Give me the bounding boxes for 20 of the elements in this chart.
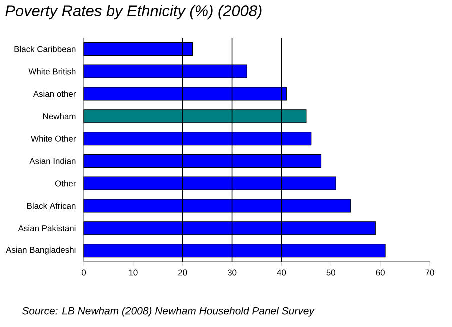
x-tick-label: 70 bbox=[426, 270, 434, 276]
x-tick-label: 50 bbox=[326, 270, 336, 276]
y-tick-label: Newham bbox=[44, 113, 76, 120]
y-tick-label: Other bbox=[55, 180, 76, 187]
source-note: Source: LB Newham (2008) Newham Household Panel Survey bbox=[22, 307, 315, 317]
x-tick-label: 10 bbox=[129, 270, 138, 276]
x-tick-label: 0 bbox=[82, 270, 86, 276]
y-tick-label: White British bbox=[28, 68, 76, 75]
y-tick-label: Asian Indian bbox=[30, 158, 76, 164]
chart-title: Poverty Rates by Ethnicity (%) (2008) bbox=[6, 5, 262, 20]
y-tick-label: Black Caribbean bbox=[14, 46, 76, 52]
x-tick-label: 40 bbox=[277, 270, 286, 276]
x-tick-label: 20 bbox=[178, 270, 188, 276]
y-tick-label: Asian Pakistani bbox=[18, 225, 76, 232]
y-tick-label: White Other bbox=[31, 136, 76, 142]
y-tick-label: Asian other bbox=[33, 90, 76, 98]
y-tick-label: Black African bbox=[28, 202, 76, 210]
y-tick-label: Asian Bangladeshi bbox=[6, 246, 76, 255]
x-tick-label: 60 bbox=[376, 270, 385, 276]
x-tick-label: 30 bbox=[228, 270, 237, 276]
